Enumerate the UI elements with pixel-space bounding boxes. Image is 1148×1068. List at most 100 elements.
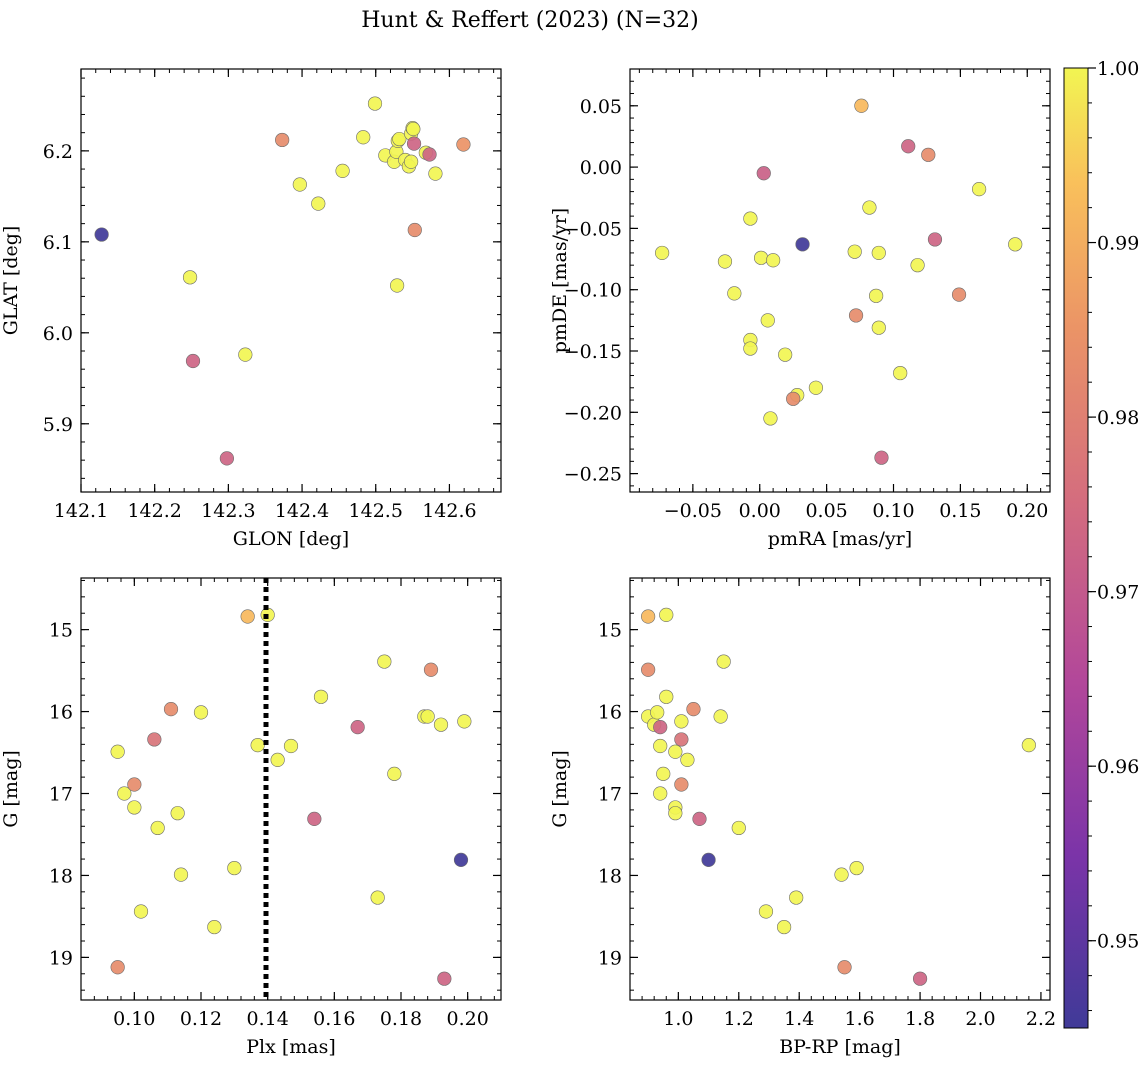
y-axis-label: G [mag] <box>549 750 571 828</box>
data-point <box>727 286 742 301</box>
colorbar-tick-label: 0.96 <box>1097 756 1139 778</box>
data-point <box>641 609 656 624</box>
data-point <box>392 131 407 147</box>
data-point <box>163 702 179 717</box>
x-tick-label: 142.4 <box>275 500 329 522</box>
data-point <box>847 244 862 259</box>
y-tick-label: 0.05 <box>580 96 622 118</box>
x-tick-label: 0.05 <box>805 500 847 522</box>
y-tick-label: −0.05 <box>564 218 622 240</box>
data-point <box>756 166 771 181</box>
x-tick-label: 2.0 <box>965 1008 995 1030</box>
data-point <box>127 777 142 792</box>
x-tick-label: −0.05 <box>664 500 722 522</box>
y-tick-label: 19 <box>49 947 73 969</box>
x-axis-label: GLON [deg] <box>233 528 349 550</box>
x-tick-label: 142.1 <box>54 500 108 522</box>
data-point <box>117 786 132 801</box>
x-tick-label: 0.12 <box>180 1008 222 1030</box>
data-point <box>350 720 365 735</box>
data-point <box>437 971 452 986</box>
data-point <box>423 662 439 677</box>
data-point <box>808 380 824 395</box>
data-point <box>910 258 925 273</box>
data-point <box>656 766 671 781</box>
data-point <box>270 752 285 768</box>
data-point <box>406 121 421 137</box>
data-point <box>874 450 889 465</box>
data-point <box>173 867 189 882</box>
data-point <box>717 254 733 269</box>
data-point <box>862 200 877 215</box>
data-point <box>453 852 469 867</box>
y-tick-label: −0.25 <box>564 464 622 486</box>
data-point <box>659 689 674 704</box>
data-point <box>150 820 165 836</box>
data-point <box>170 806 185 821</box>
x-tick-label: 0.00 <box>739 500 781 522</box>
data-point <box>901 139 916 154</box>
y-tick-label: 6.0 <box>43 323 73 345</box>
data-point <box>407 222 422 238</box>
data-point <box>837 960 852 975</box>
x-tick-label: 1.4 <box>784 1008 814 1030</box>
data-point <box>834 867 849 882</box>
data-point <box>743 211 758 226</box>
data-point <box>849 860 864 876</box>
data-point <box>283 738 299 754</box>
data-point <box>653 738 668 754</box>
data-point <box>668 744 683 759</box>
colorbar-tick-label: 0.99 <box>1097 233 1139 255</box>
data-point <box>193 705 209 720</box>
x-tick-label: 2.2 <box>1026 1008 1056 1030</box>
data-point <box>335 163 350 178</box>
data-point <box>951 287 967 302</box>
y-tick-label: 18 <box>598 865 622 887</box>
x-tick-label: 142.6 <box>422 500 476 522</box>
y-tick-label: 18 <box>49 865 73 887</box>
x-tick-label: 1.8 <box>905 1008 935 1030</box>
data-point <box>674 777 689 792</box>
colorbar-tick-label: 1.00 <box>1097 58 1139 80</box>
colorbar-tick-label: 0.95 <box>1097 931 1139 953</box>
x-tick-label: 0.15 <box>939 500 981 522</box>
y-axis-label: GLAT [deg] <box>0 226 22 336</box>
data-point <box>406 136 422 151</box>
y-tick-label: 5.9 <box>43 414 73 436</box>
data-point <box>456 137 471 152</box>
data-point <box>457 714 472 729</box>
x-tick-label: 0.18 <box>380 1008 422 1030</box>
data-point <box>653 786 668 801</box>
axes-frame <box>629 68 1051 493</box>
panel-position: 142.1 142.2 142.3 142.4 142.5 142.6 5.9 6.0 6.1 6… <box>0 68 502 550</box>
x-tick-label: 0.20 <box>1006 500 1048 522</box>
scatter-points <box>655 98 1023 465</box>
data-point <box>921 147 936 162</box>
data-point <box>871 320 886 335</box>
data-point <box>367 96 383 111</box>
data-point <box>420 709 435 724</box>
data-point <box>653 720 668 735</box>
y-tick-label: 19 <box>598 947 622 969</box>
data-point <box>731 820 746 836</box>
data-point <box>207 919 222 935</box>
data-point <box>795 237 810 252</box>
data-point <box>893 365 908 381</box>
data-point <box>641 662 656 677</box>
x-axis-label: pmRA [mas/yr] <box>768 528 912 550</box>
x-tick-label: 1.2 <box>724 1008 754 1030</box>
data-point <box>716 654 731 669</box>
data-point <box>292 177 307 192</box>
data-point <box>182 270 198 285</box>
data-point <box>390 278 405 293</box>
data-point <box>370 890 385 905</box>
data-point <box>692 811 707 827</box>
data-point <box>133 904 149 919</box>
x-tick-label: 142.2 <box>127 500 181 522</box>
data-point <box>753 250 769 265</box>
data-point <box>668 806 683 821</box>
data-point <box>275 132 290 148</box>
axes-frame <box>629 577 1051 1001</box>
y-tick-label: −0.15 <box>564 341 622 363</box>
